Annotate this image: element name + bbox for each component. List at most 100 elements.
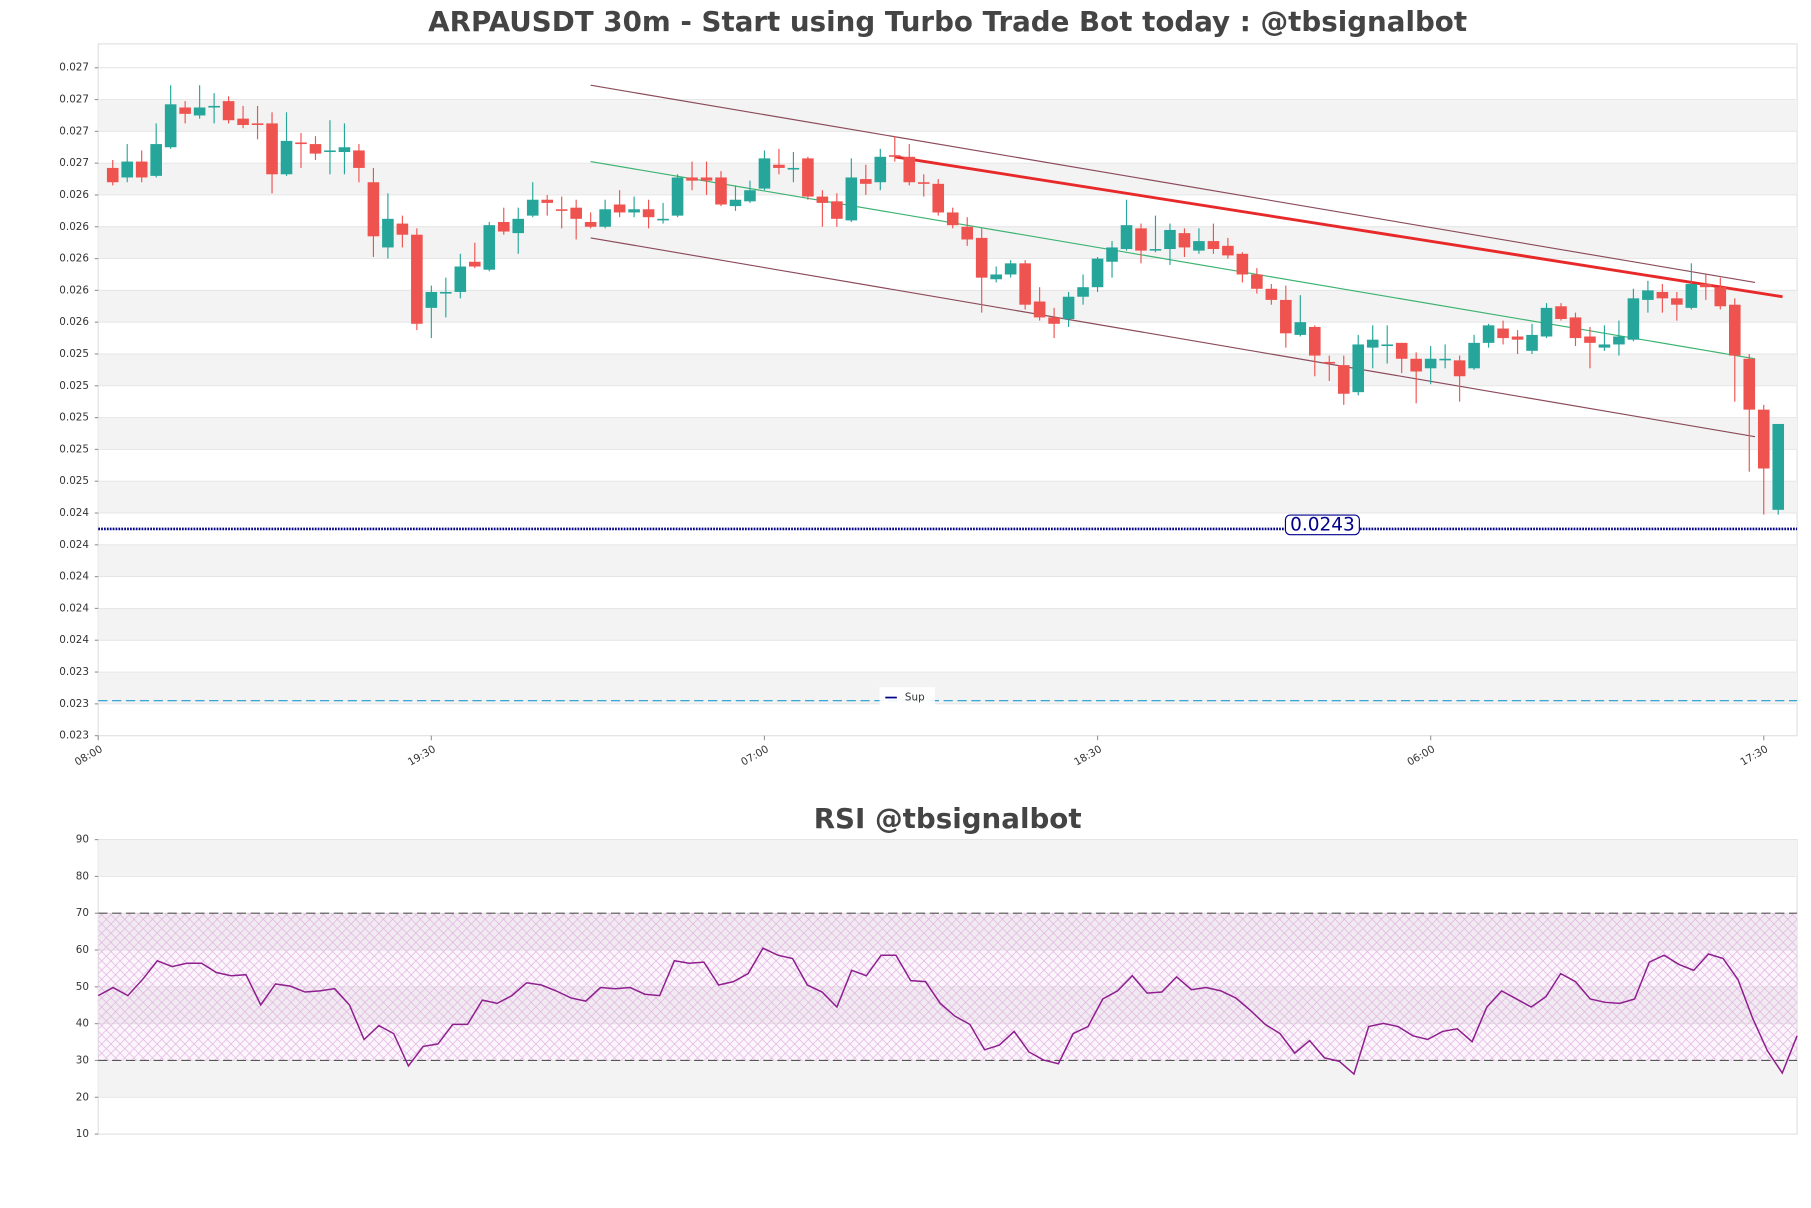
grid-band [98,353,1798,386]
y-tick-label: 0.026 [59,253,89,265]
candle-body [1366,339,1379,348]
y-tick-label: 0.025 [59,380,89,392]
candle-body [990,274,1002,280]
candle-body [411,234,423,324]
candle-body [396,223,409,235]
candle-body [1410,358,1422,372]
y-tick-label: 70 [76,907,89,919]
candle-body [1337,365,1350,394]
candle-body [671,177,684,216]
candle-body [729,199,742,207]
candle-body [1193,241,1205,251]
candle-body [802,158,814,197]
candle-body [1526,334,1538,351]
candle-body [1424,358,1437,369]
candle-body [1323,361,1336,364]
candle-body [860,179,872,184]
candle-body [1584,336,1596,343]
candle-body [367,182,380,237]
y-tick-label: 0.025 [59,475,89,487]
candle-body [1207,241,1220,250]
candle-body [657,218,669,221]
candle-body [541,199,553,203]
candle-body [266,123,278,175]
grid-band [98,481,1798,514]
candle-body [454,266,467,292]
candle-body [1671,298,1683,305]
level-label-box [1284,514,1360,536]
candle-body [613,204,626,213]
candle-body [208,105,220,108]
y-tick-label: 0.023 [59,666,89,678]
candle-body [1627,298,1640,340]
candle-body [1308,326,1321,356]
candle-body [816,196,829,203]
candle-body [570,207,582,219]
candle-body [1468,342,1480,369]
candle-body [975,237,988,278]
y-tick-label: 0.024 [59,602,89,614]
candle-body [1077,287,1089,297]
candle-body [440,291,452,294]
y-tick-label: 0.026 [59,221,89,233]
candle-body [1700,284,1712,288]
candle-body [787,167,800,170]
candle-body [1280,299,1292,334]
candle-body [382,218,394,248]
candle-body [295,142,307,145]
candle-body [483,225,496,270]
grid-band [98,99,1798,132]
grid-band [98,226,1798,259]
trendline [590,84,1756,283]
y-tick-label: 0.026 [59,316,89,328]
candle-body [1598,344,1611,348]
candle-body [1497,328,1509,339]
grid-band [98,672,1798,704]
grid-band [98,1060,1798,1098]
candle-body [1251,274,1263,289]
grid-band [98,608,1798,641]
candle-body [425,291,438,308]
grid-band [98,544,1798,577]
y-tick-label: 0.024 [59,507,89,519]
candle-body [1048,317,1060,324]
candle-body [1511,336,1524,340]
legend-label: Sup [905,692,925,704]
y-tick-label: 90 [76,834,89,846]
candle-body [628,209,640,213]
level-label: 0.0243 [1290,514,1355,535]
candle-body [1439,358,1451,361]
candle-body [1294,322,1307,335]
y-tick-label: 20 [76,1091,89,1103]
candle-body [1685,284,1698,308]
y-tick-label: 0.027 [59,94,89,106]
trendline [894,155,1783,299]
candle-body [353,150,365,168]
candle-body [1656,291,1669,299]
candle-body [106,167,119,183]
candle-body [193,107,206,116]
candle-body [715,177,727,205]
trendline [590,237,1756,438]
y-tick-label: 0.026 [59,284,89,296]
candle-body [309,144,322,154]
candle-body [744,190,756,202]
candle-body [338,147,351,153]
chart-title: ARPAUSDT 30m - Start using Turbo Trade B… [428,5,1467,38]
candle-body [526,199,539,216]
candle-body [599,209,611,227]
grid-band [98,839,1798,877]
candle-body [1149,249,1162,251]
candle-body [280,140,293,175]
grid-band [98,417,1798,450]
candle-body [222,101,235,121]
candle-body [179,107,191,114]
candle-body [686,177,698,181]
y-tick-label: 80 [76,870,89,882]
candle-body [121,161,134,178]
candle-body [1540,307,1553,337]
y-tick-label: 0.027 [59,157,89,169]
grid-band [98,290,1798,323]
